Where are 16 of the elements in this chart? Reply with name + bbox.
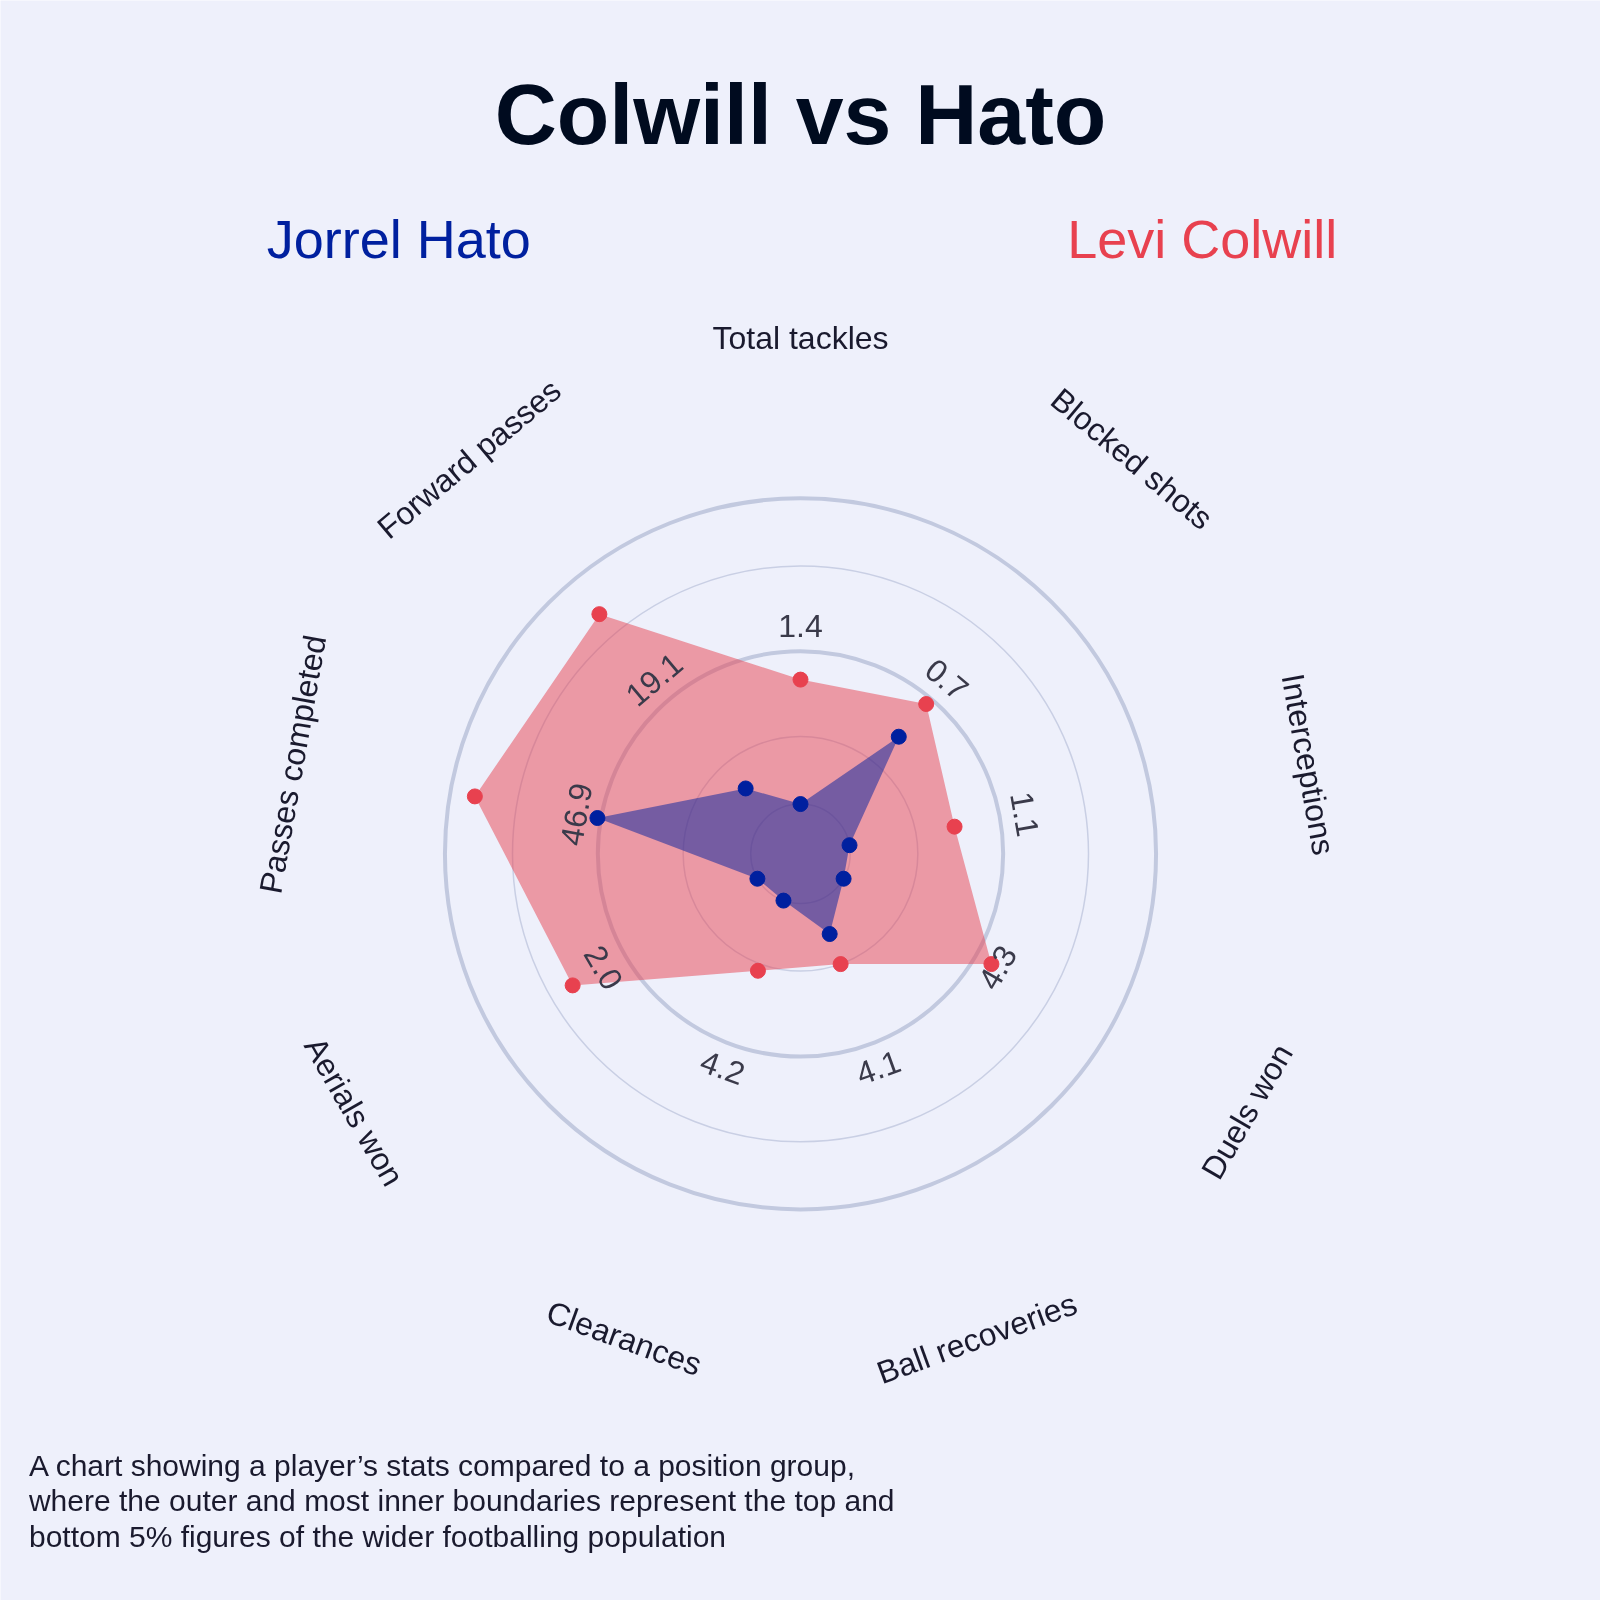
- text: 1.1: [1003, 789, 1047, 840]
- text: 4.1: [851, 1043, 906, 1093]
- text: 46.9: [553, 780, 600, 849]
- spoke-label: Interceptions: [1274, 670, 1342, 858]
- spoke-label: Total tackles: [712, 320, 889, 357]
- spoke-label: Passes completed: [252, 632, 334, 897]
- text: Levi Colwill: [1067, 208, 1338, 269]
- text: 4.2: [695, 1043, 750, 1093]
- chart-title: Colwill vs Hato: [494, 66, 1107, 163]
- text: 0.7: [918, 651, 976, 708]
- text: 19.1: [618, 645, 690, 714]
- text: 1.4: [778, 608, 823, 645]
- text: 2.0: [576, 939, 631, 996]
- text: Jorrel Hato: [266, 208, 531, 269]
- text: A chart showing a player’s stats compared to a position group, where the outer and most inner boundaries represent the top and bottom 5% figures of the wider footballing population: [27, 1448, 895, 1553]
- text: 4.3: [970, 939, 1025, 996]
